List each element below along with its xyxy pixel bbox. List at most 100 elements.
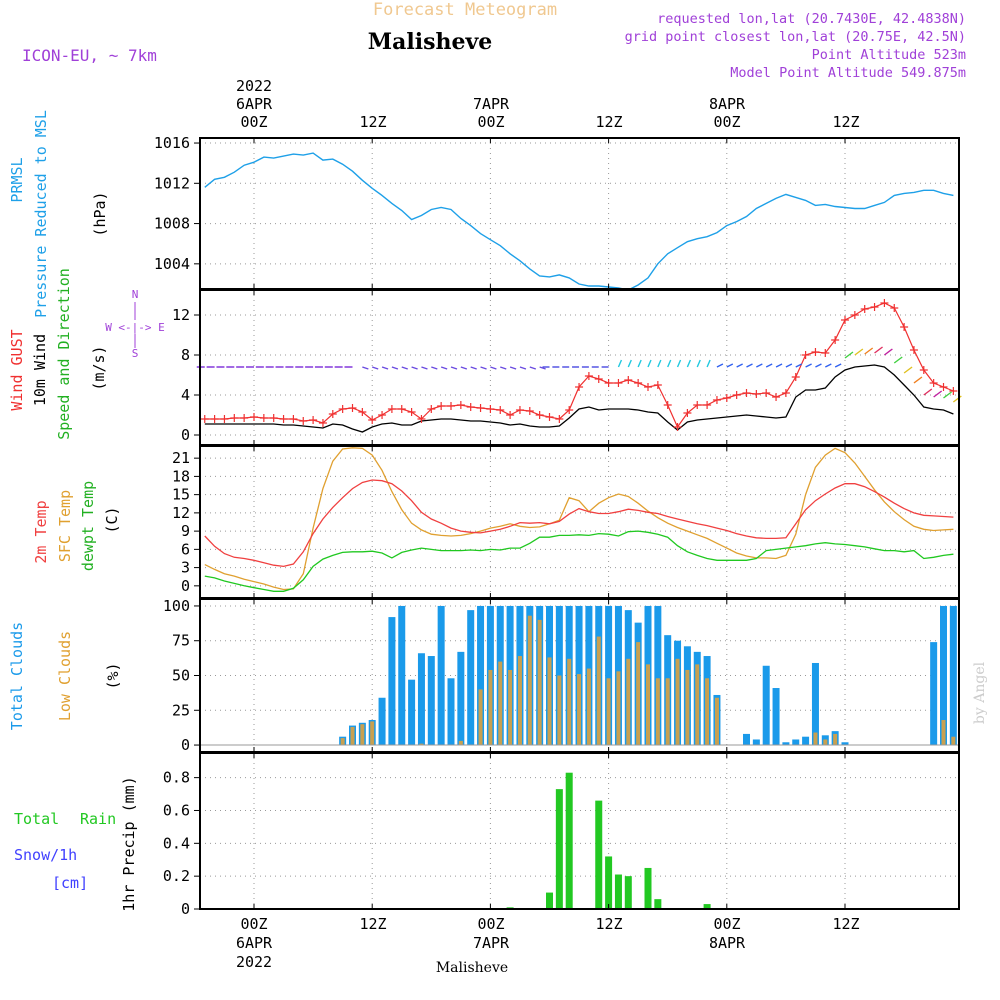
- total-cloud-bar: [772, 688, 780, 746]
- gust-marker: [348, 404, 357, 412]
- gust-marker: [801, 351, 810, 359]
- p2-label-gust: Wind GUST: [8, 329, 26, 410]
- panel-4: 0 25 50 75 100: [163, 597, 960, 754]
- total-cloud-bar: [949, 605, 957, 746]
- p5-label-total: Total: [14, 810, 59, 828]
- gust-marker: [880, 299, 889, 307]
- gust-marker: [762, 389, 771, 397]
- low-cloud-bar: [833, 733, 838, 746]
- total-cloud-bar: [467, 610, 475, 746]
- gust-marker: [841, 316, 849, 324]
- bottom-hour-label: 00Z: [477, 915, 504, 933]
- panel-frame: [199, 289, 960, 446]
- wind-arrow: [519, 366, 527, 370]
- gust-marker: [821, 349, 830, 357]
- wind-arrow: [440, 366, 448, 370]
- wind-arrow: [716, 363, 724, 368]
- gust-marker: [575, 383, 584, 391]
- wind-arrow: [726, 363, 734, 368]
- low-cloud-bar: [685, 669, 690, 746]
- gust-marker: [407, 408, 416, 416]
- gust-marker: [289, 415, 298, 423]
- gust-marker: [614, 379, 623, 387]
- wind-arrow: [736, 363, 743, 368]
- bottom-hour-label: 00Z: [240, 915, 267, 933]
- model-altitude: Model Point Altitude 549.875m: [730, 65, 966, 81]
- low-cloud-bar: [340, 738, 345, 746]
- gust-marker: [850, 311, 859, 319]
- wind-arrow: [696, 359, 701, 368]
- gust-marker: [604, 379, 613, 387]
- low-cloud-bar: [567, 658, 572, 746]
- wind-arrow: [824, 363, 832, 368]
- compass-south: S: [132, 347, 139, 360]
- y-tick-label: 0.2: [163, 867, 190, 885]
- wind-arrow: [637, 359, 642, 368]
- wind-arrow: [371, 366, 379, 370]
- total-cloud-bar: [408, 679, 416, 746]
- p2-label-speed-dir: Speed and Direction: [55, 268, 73, 440]
- y-tick-label: 4: [181, 386, 190, 404]
- p3-label-sfc: SFC Temp: [56, 490, 74, 562]
- rain-bar: [555, 789, 563, 909]
- point-altitude: Point Altitude 523m: [812, 47, 966, 63]
- low-cloud-bar: [586, 668, 591, 746]
- gust-marker: [437, 402, 446, 410]
- y-tick-label: 0: [181, 426, 190, 444]
- total-cloud-bar: [930, 642, 938, 746]
- gust-marker: [220, 415, 229, 423]
- low-cloud-bar: [537, 619, 542, 746]
- gust-marker: [515, 406, 524, 414]
- gust-marker: [476, 404, 485, 412]
- total-cloud-bar: [398, 605, 406, 746]
- y-tick-label: 8: [181, 346, 190, 364]
- low-cloud-bar: [695, 664, 700, 746]
- gust-marker: [949, 387, 958, 395]
- gust-marker: [378, 411, 387, 419]
- low-cloud-bar: [419, 743, 424, 746]
- rain-bar: [565, 772, 573, 909]
- y-tick-label: 50: [172, 667, 190, 685]
- bottom-year-label: 2022: [236, 953, 272, 971]
- bottom-date-label: 7APR: [473, 934, 510, 952]
- low-cloud-bar: [823, 739, 828, 746]
- wind-arrow: [391, 366, 399, 370]
- top-hour-label: 00Z: [477, 113, 504, 131]
- model-label: ICON-EU, ~ 7km: [22, 46, 157, 65]
- wind-arrow: [864, 347, 874, 355]
- panel-1: 1004 1008 1012 1016: [154, 134, 960, 291]
- wind-arrow: [647, 359, 652, 368]
- wind-arrow: [500, 366, 507, 370]
- low-cloud-bar: [458, 740, 463, 746]
- gust-marker: [712, 396, 721, 404]
- gust-marker: [919, 366, 928, 374]
- total-cloud-bar: [811, 662, 819, 746]
- p4-label-low: Low Clouds: [56, 631, 74, 721]
- wind-arrow: [933, 390, 943, 398]
- gust-marker: [397, 405, 406, 413]
- wind-arrow: [381, 366, 389, 370]
- low-cloud-bar: [557, 675, 562, 746]
- wind-arrow: [667, 359, 672, 368]
- low-cloud-bar: [350, 726, 355, 746]
- pressure-line: [204, 152, 954, 291]
- gust-marker: [752, 390, 761, 398]
- wind-arrow: [805, 363, 812, 368]
- p5-label-precip: 1hr Precip (mm): [120, 776, 138, 911]
- wind-arrow: [893, 356, 903, 364]
- gust-marker: [545, 413, 554, 421]
- y-tick-label: 1004: [154, 255, 190, 273]
- wind-arrow: [362, 366, 369, 370]
- wind-arrow: [657, 359, 662, 368]
- p5-label-snow: Snow/1h: [14, 846, 77, 864]
- rain-bar: [595, 800, 603, 909]
- gust-marker: [269, 414, 278, 422]
- total-cloud-bar: [447, 678, 455, 746]
- total-cloud-bar: [841, 742, 849, 746]
- gust-marker: [456, 401, 465, 409]
- y-tick-label: 1008: [154, 215, 190, 233]
- panel-2: 0 4 8 12: [172, 289, 962, 446]
- low-cloud-bar: [527, 615, 532, 746]
- y-tick-label: 0: [181, 900, 190, 918]
